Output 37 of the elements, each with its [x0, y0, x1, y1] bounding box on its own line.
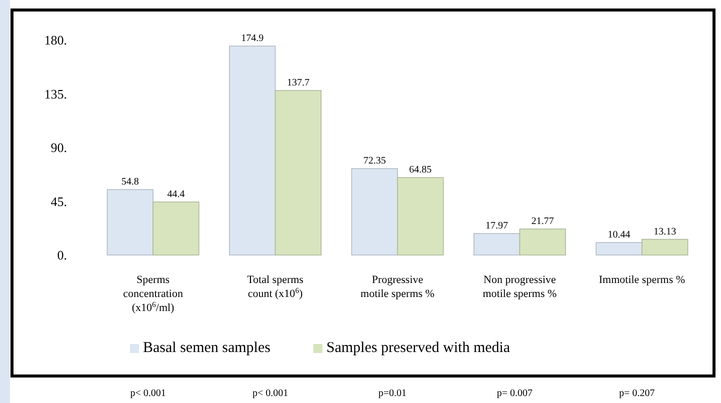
y-tick-label: 0.: [57, 248, 67, 263]
x-tick-label: Non progressive motile sperms %: [482, 274, 557, 300]
text: p< 0.001: [252, 388, 288, 399]
bar: [274, 90, 322, 256]
legend-label: Basal semen samples: [143, 340, 271, 356]
y-tick-label: 90.: [50, 140, 67, 156]
y-tick-label: 45.: [50, 194, 67, 209]
text: p= 0.207: [619, 388, 655, 399]
y-tick-label: 135.: [44, 86, 67, 102]
text: p=0.01: [378, 388, 407, 399]
data-label: 10.44: [608, 230, 630, 241]
data-label: 44.4: [167, 188, 185, 200]
data-label: 17.97: [486, 220, 508, 232]
bar: [473, 233, 520, 256]
data-label: 13.13: [654, 226, 676, 238]
y-tick-label: 180.: [44, 32, 67, 48]
bar: [229, 46, 276, 256]
bar: [397, 177, 444, 256]
x-tick-label: Progressive motile sperms %: [360, 274, 434, 300]
text: p= 0.007: [496, 388, 533, 399]
data-label: 72.35: [363, 156, 386, 167]
bar: [596, 242, 642, 256]
x-tick-label: Sperms concentration (x10$^{6}$/ml): [123, 274, 184, 314]
bar: [519, 228, 566, 256]
legend-label: Samples preserved with media: [326, 340, 510, 356]
data-label: 174.9: [241, 33, 264, 44]
x-tick-label: Immotile sperms %: [598, 274, 686, 286]
data-label: 137.7: [286, 78, 310, 89]
data-label: 64.85: [409, 164, 432, 176]
data-label: 21.77: [531, 216, 554, 227]
text: p< 0.001: [130, 388, 166, 399]
bar: [351, 168, 398, 256]
bar: [642, 238, 688, 256]
bar: [152, 202, 200, 256]
data-label: 54.8: [121, 176, 139, 188]
x-tick-label: Total sperms count (x10$^{6}$): [247, 274, 304, 300]
bar: [106, 189, 154, 256]
